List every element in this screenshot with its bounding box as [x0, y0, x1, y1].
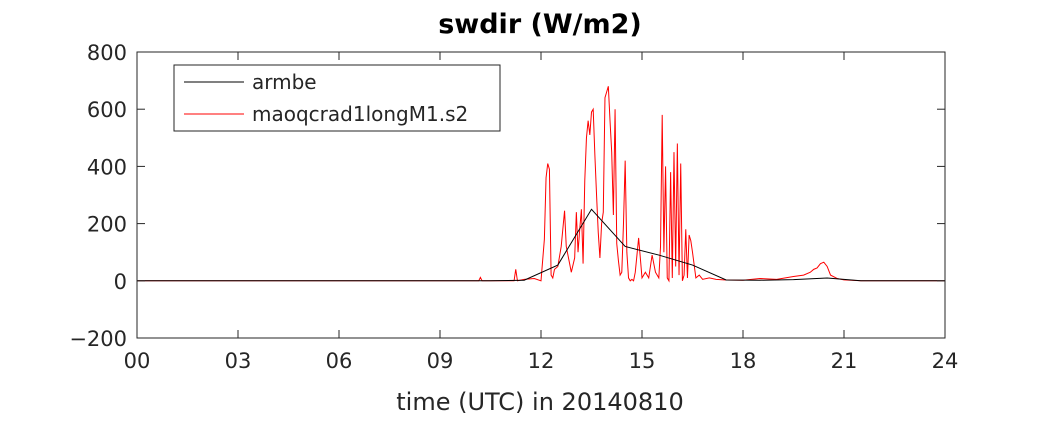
series-line-armbe — [137, 208, 945, 282]
x-tick-label: 21 — [831, 349, 858, 373]
legend-label: armbe — [252, 70, 317, 94]
y-tick-label: 800 — [87, 41, 127, 65]
x-tick-label: 03 — [225, 349, 252, 373]
x-axis-label: time (UTC) in 20140810 — [396, 388, 683, 416]
series-line-maoqcrad1longM1 — [137, 86, 945, 283]
axes: 00 03 06 09 12 15 18 21 24 −200 0 200 400 600 800 — [69, 41, 958, 373]
legend-label: maoqcrad1longM1.s2 — [252, 102, 468, 126]
y-tick-label: 0 — [114, 270, 127, 294]
x-tick-label: 00 — [124, 349, 151, 373]
legend-box — [173, 64, 501, 132]
x-tick-label: 09 — [427, 349, 454, 373]
x-tick-label: 12 — [528, 349, 555, 373]
legend: armbe maoqcrad1longM1.s2 — [173, 64, 501, 132]
x-tick-label: 24 — [932, 349, 959, 373]
x-tick-label: 06 — [326, 349, 353, 373]
chart-title: swdir (W/m2) — [438, 9, 642, 40]
y-tick-label: 200 — [87, 213, 127, 237]
y-tick-label: 600 — [87, 98, 127, 122]
x-tick-label: 15 — [629, 349, 656, 373]
y-tick-label: −200 — [69, 327, 127, 351]
x-tick-label: 18 — [730, 349, 757, 373]
y-tick-label: 400 — [87, 155, 127, 179]
